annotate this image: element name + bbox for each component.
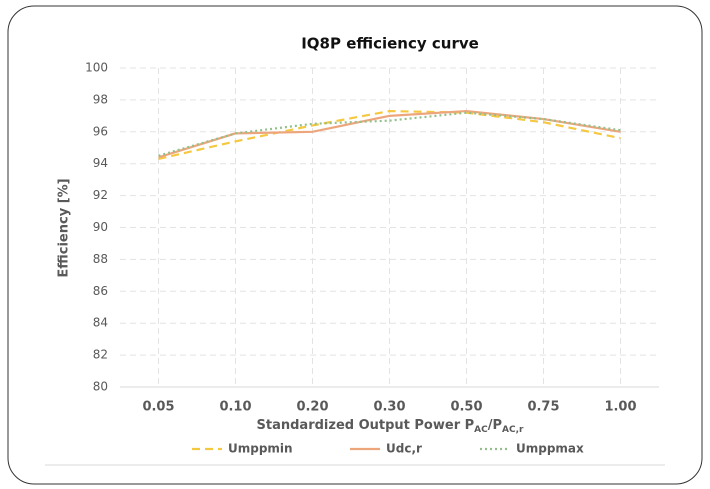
x-label-part: Standardized Output Power P (257, 418, 475, 433)
x-tick-label: 0.50 (450, 400, 482, 415)
x-label-part: AC,r (502, 425, 524, 435)
series-line (158, 109, 621, 160)
x-tick-label: 0.10 (219, 400, 251, 415)
y-tick-label: 86 (93, 284, 108, 298)
x-tick-label: 0.30 (373, 400, 405, 415)
y-tick-label: 98 (93, 92, 108, 106)
legend-label: Umppmax (516, 442, 584, 456)
y-tick-label: 96 (93, 124, 108, 138)
y-tick-label: 80 (93, 380, 108, 394)
y-tick-label: 88 (93, 252, 108, 266)
y-tick-label: 90 (93, 220, 108, 234)
legend-label: Udc,r (386, 442, 422, 456)
legend-label: Umppmin (228, 442, 293, 456)
x-label-part: /P (488, 418, 502, 433)
card (7, 5, 703, 485)
x-tick-label: 0.20 (296, 400, 328, 415)
chart-title: IQ8P efficiency curve (301, 35, 479, 53)
series-line (158, 111, 621, 157)
x-tick-label: 0.05 (142, 400, 174, 415)
y-tick-label: 84 (93, 316, 108, 330)
x-label-part: AC (474, 425, 488, 435)
y-tick-label: 100 (85, 61, 108, 75)
y-tick-label: 94 (93, 156, 108, 170)
x-tick-label: 0.75 (527, 400, 559, 415)
y-tick-label: 82 (93, 348, 108, 362)
x-tick-label: 1.00 (604, 400, 636, 415)
y-tick-label: 92 (93, 188, 108, 202)
x-axis-label: Standardized Output Power PAC/PAC,r (257, 418, 525, 435)
y-axis-label: Efficiency [%] (57, 178, 72, 277)
